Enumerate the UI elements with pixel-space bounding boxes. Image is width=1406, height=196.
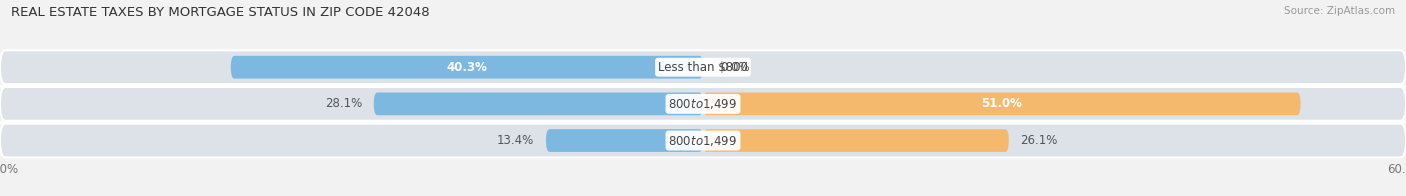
FancyBboxPatch shape [546, 129, 703, 152]
FancyBboxPatch shape [703, 93, 1301, 115]
FancyBboxPatch shape [0, 124, 1406, 157]
FancyBboxPatch shape [703, 129, 1010, 152]
FancyBboxPatch shape [0, 87, 1406, 121]
Text: 51.0%: 51.0% [981, 97, 1022, 110]
Text: 26.1%: 26.1% [1021, 134, 1057, 147]
FancyBboxPatch shape [374, 93, 703, 115]
FancyBboxPatch shape [231, 56, 703, 79]
Text: Less than $800: Less than $800 [658, 61, 748, 74]
Text: 28.1%: 28.1% [325, 97, 363, 110]
Text: 40.3%: 40.3% [447, 61, 488, 74]
Text: 0.0%: 0.0% [721, 61, 751, 74]
Text: 13.4%: 13.4% [498, 134, 534, 147]
Text: Source: ZipAtlas.com: Source: ZipAtlas.com [1284, 6, 1395, 16]
FancyBboxPatch shape [0, 50, 1406, 84]
Text: $800 to $1,499: $800 to $1,499 [668, 133, 738, 148]
Text: REAL ESTATE TAXES BY MORTGAGE STATUS IN ZIP CODE 42048: REAL ESTATE TAXES BY MORTGAGE STATUS IN … [11, 6, 430, 19]
Text: $800 to $1,499: $800 to $1,499 [668, 97, 738, 111]
